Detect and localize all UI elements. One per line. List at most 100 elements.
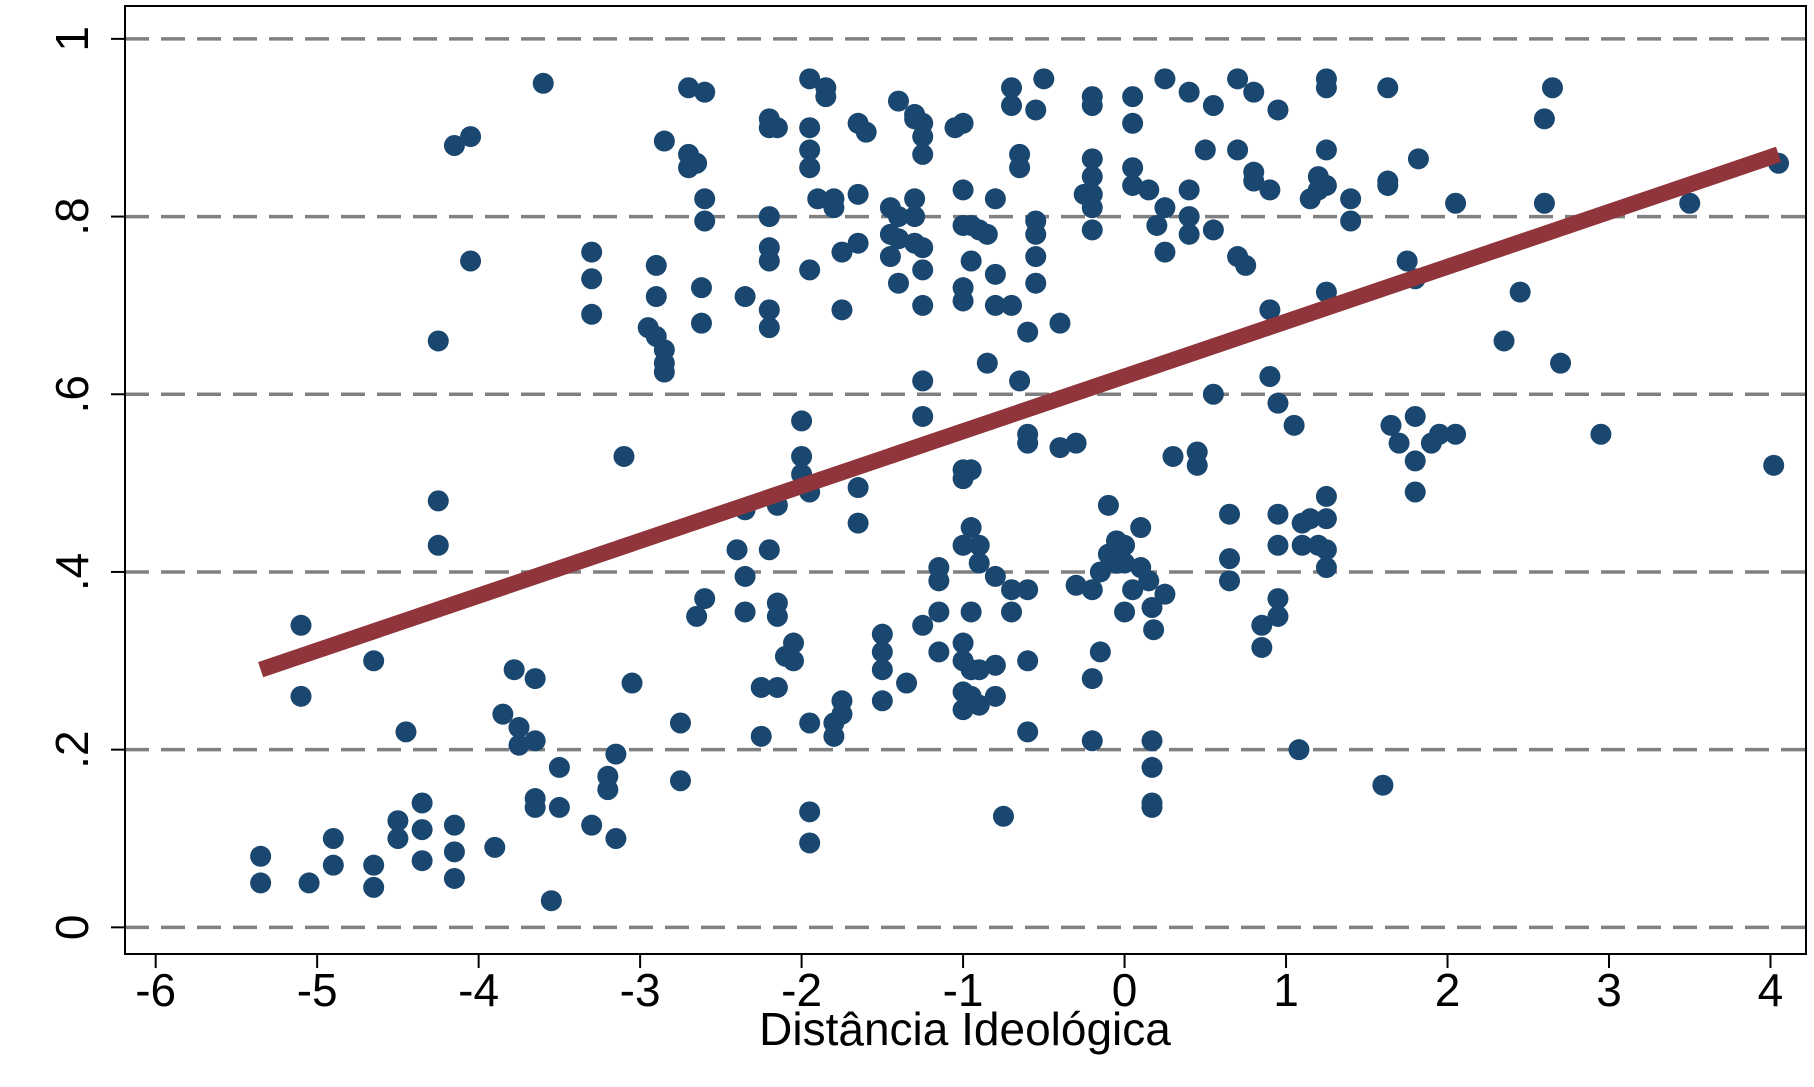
point: [1141, 796, 1163, 818]
point: [984, 685, 1006, 707]
point: [1146, 214, 1168, 236]
point: [1315, 539, 1337, 561]
point: [871, 641, 893, 663]
point: [984, 294, 1006, 316]
point: [1017, 721, 1039, 743]
point: [960, 459, 982, 481]
point: [1154, 241, 1176, 263]
point: [1509, 281, 1531, 303]
x-tick-label: -5: [297, 964, 338, 1016]
fit-line: [258, 146, 1782, 678]
point: [1089, 641, 1111, 663]
point: [984, 654, 1006, 676]
point: [1009, 370, 1031, 392]
point: [1404, 405, 1426, 427]
point: [395, 721, 417, 743]
point: [597, 779, 619, 801]
point: [1122, 86, 1144, 108]
point: [847, 183, 869, 205]
point: [1533, 108, 1555, 130]
point: [690, 277, 712, 299]
point: [645, 254, 667, 276]
point: [1178, 179, 1200, 201]
point: [1186, 454, 1208, 476]
point: [831, 703, 853, 725]
point: [992, 805, 1014, 827]
point: [1001, 77, 1023, 99]
point: [427, 490, 449, 512]
point: [694, 81, 716, 103]
point: [581, 241, 603, 263]
point: [694, 210, 716, 232]
y-tick-label: .8: [46, 197, 98, 235]
point: [443, 814, 465, 836]
point: [912, 259, 934, 281]
point: [1025, 99, 1047, 121]
point: [968, 534, 990, 556]
point: [1267, 503, 1289, 525]
point: [952, 290, 974, 312]
point: [1235, 254, 1257, 276]
point: [960, 517, 982, 539]
x-tick-label: -3: [620, 964, 661, 1016]
point: [734, 565, 756, 587]
point: [1388, 432, 1410, 454]
point: [799, 712, 821, 734]
point: [1590, 423, 1612, 445]
point: [1122, 174, 1144, 196]
point: [912, 126, 934, 148]
point: [791, 410, 813, 432]
point: [952, 179, 974, 201]
point: [1065, 574, 1087, 596]
point: [952, 632, 974, 654]
point: [734, 286, 756, 308]
point: [976, 352, 998, 374]
point: [605, 827, 627, 849]
point: [1025, 223, 1047, 245]
point: [1081, 668, 1103, 690]
point: [799, 117, 821, 139]
point: [1267, 534, 1289, 556]
x-tick-label: 2: [1435, 964, 1461, 1016]
point: [766, 605, 788, 627]
point: [1219, 503, 1241, 525]
point: [605, 743, 627, 765]
point: [799, 832, 821, 854]
point: [1428, 423, 1450, 445]
point: [669, 770, 691, 792]
point: [1396, 250, 1418, 272]
point: [678, 77, 700, 99]
point: [1114, 601, 1136, 623]
point: [1315, 174, 1337, 196]
point: [847, 477, 869, 499]
point: [791, 445, 813, 467]
point: [298, 872, 320, 894]
point: [1130, 517, 1152, 539]
point: [653, 130, 675, 152]
point: [1081, 219, 1103, 241]
point: [1089, 561, 1111, 583]
point: [815, 86, 837, 108]
point: [1138, 179, 1160, 201]
point: [1141, 730, 1163, 752]
point: [1025, 272, 1047, 294]
point: [855, 121, 877, 143]
point: [912, 370, 934, 392]
point: [1049, 312, 1071, 334]
point: [1407, 148, 1429, 170]
point: [1194, 139, 1216, 161]
point: [1251, 614, 1273, 636]
point: [363, 650, 385, 672]
point: [896, 672, 918, 694]
point: [1259, 179, 1281, 201]
point: [411, 792, 433, 814]
point: [904, 188, 926, 210]
point: [1372, 774, 1394, 796]
point: [524, 668, 546, 690]
point: [1154, 68, 1176, 90]
x-tick-label: -1: [943, 964, 984, 1016]
point: [1081, 148, 1103, 170]
point: [952, 534, 974, 556]
point: [1178, 206, 1200, 228]
